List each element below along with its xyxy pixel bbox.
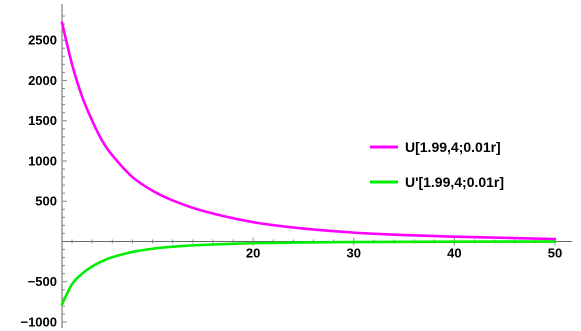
- y-ticks: −1000 −500 500 1000 1500 2000 2500: [20, 15, 67, 330]
- x-tick-label: 50: [548, 245, 562, 260]
- x-tick-label: 20: [246, 245, 260, 260]
- y-tick-label: 2500: [28, 33, 57, 48]
- series-line-1: [60, 21, 557, 241]
- y-tick-label: 500: [35, 194, 57, 209]
- y-tick-label: −500: [28, 274, 57, 289]
- y-tick-label: −1000: [20, 315, 57, 330]
- x-tick-label: 40: [447, 245, 461, 260]
- series-lines: [60, 21, 557, 306]
- legend-label: U[1.99,4;0.01r]: [405, 139, 501, 155]
- y-tick-label: 2000: [28, 73, 57, 88]
- legend-label: U'[1.99,4;0.01r]: [405, 174, 504, 190]
- axes: [61, 4, 572, 328]
- series-line-2: [60, 240, 557, 306]
- y-tick-label: 1000: [28, 153, 57, 168]
- legend: U[1.99,4;0.01r] U'[1.99,4;0.01r]: [370, 139, 504, 190]
- x-tick-label: 30: [347, 245, 361, 260]
- y-tick-label: 1500: [28, 113, 57, 128]
